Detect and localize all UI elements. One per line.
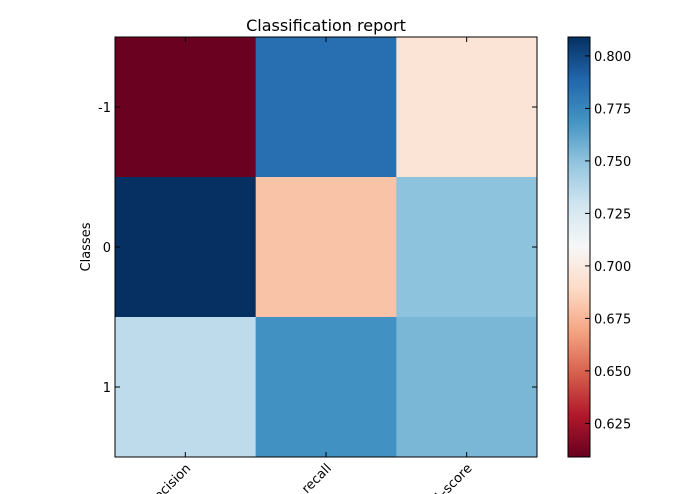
heatmap-cell bbox=[396, 177, 538, 318]
y-tick-label: -1 bbox=[98, 101, 111, 116]
heatmap-cell bbox=[396, 317, 538, 458]
chart-title: Classification report bbox=[246, 16, 406, 35]
x-tick-label: recall bbox=[299, 461, 335, 494]
x-tick-label: precision bbox=[142, 461, 194, 494]
colorbar bbox=[567, 36, 591, 458]
heatmap-cell bbox=[115, 177, 257, 318]
heatmap-cell bbox=[115, 37, 257, 178]
x-tick-label: f1-score bbox=[428, 461, 476, 494]
plot-frame bbox=[114, 36, 538, 458]
heatmap-cell bbox=[255, 177, 397, 318]
colorbar-tick-label: 0.800 bbox=[594, 50, 631, 65]
colorbar-tick-label: 0.775 bbox=[594, 102, 631, 117]
colorbar-tick-label: 0.675 bbox=[594, 312, 631, 327]
colorbar-tick-label: 0.625 bbox=[594, 417, 631, 432]
heatmap-cell bbox=[115, 317, 257, 458]
heatmap-cell bbox=[396, 37, 538, 178]
colorbar-tick-label: 0.700 bbox=[594, 260, 631, 275]
heatmap-cell bbox=[255, 317, 397, 458]
y-axis-label: Classes bbox=[79, 222, 94, 271]
colorbar-tick-label: 0.750 bbox=[594, 155, 631, 170]
y-tick-label: 1 bbox=[103, 381, 111, 396]
heatmap-cell bbox=[255, 37, 397, 178]
y-tick-label: 0 bbox=[103, 241, 111, 256]
colorbar-tick-label: 0.650 bbox=[594, 365, 631, 380]
colorbar-tick-label: 0.725 bbox=[594, 207, 631, 222]
